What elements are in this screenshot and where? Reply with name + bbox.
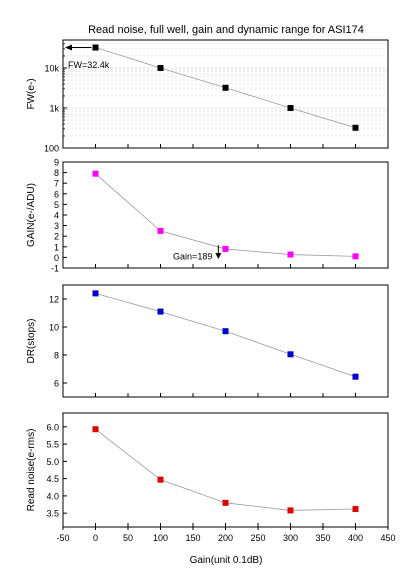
panel-frame xyxy=(62,412,389,528)
data-point xyxy=(287,507,294,514)
x-tick-label: 400 xyxy=(348,533,363,543)
x-tick-label: 300 xyxy=(283,533,298,543)
y-axis-label: DR(stops) xyxy=(26,318,37,363)
data-point xyxy=(287,251,294,258)
x-axis: -50 0 50 100 150 200 250 300 350 400 450 xyxy=(56,527,396,543)
y-tick-label: 5 xyxy=(54,200,59,210)
y-tick-label: 100 xyxy=(44,144,59,154)
panel-frame xyxy=(62,284,389,398)
data-point xyxy=(352,253,359,260)
chart-title: Read noise, full well, gain and dynamic … xyxy=(88,24,364,36)
y-tick-label: 8 xyxy=(54,168,59,178)
y-axis-label: GAIN(e-/ADU) xyxy=(26,183,37,247)
x-tick-label: 450 xyxy=(380,533,395,543)
y-tick-label: 6.0 xyxy=(46,422,59,432)
data-point xyxy=(287,351,294,358)
x-axis-label: Gain(unit 0.1dB) xyxy=(190,555,263,566)
data-point xyxy=(92,426,99,433)
y-tick-label: 0 xyxy=(54,253,59,263)
data-point xyxy=(222,84,229,91)
arrow-head xyxy=(65,44,72,51)
x-tick-label: 50 xyxy=(123,533,133,543)
y-tick-label: 3 xyxy=(54,221,59,231)
y-tick-label: 12 xyxy=(49,295,59,305)
y-tick-label: 6 xyxy=(54,379,59,389)
data-point xyxy=(92,170,99,177)
arrow-head xyxy=(215,252,222,259)
y-axis-label: FW(e-) xyxy=(26,78,37,109)
series-line xyxy=(95,428,356,511)
x-tick-label: 100 xyxy=(153,533,168,543)
y-tick-label: 8 xyxy=(54,351,59,361)
data-point xyxy=(92,290,99,297)
y-tick-label: 3.5 xyxy=(46,509,59,519)
data-point xyxy=(222,328,229,335)
data-point xyxy=(157,476,164,483)
y-tick-label: 4.5 xyxy=(46,474,59,484)
data-point xyxy=(352,124,359,131)
y-tick-label: 9 xyxy=(54,158,59,168)
x-tick-label: 200 xyxy=(218,533,233,543)
y-tick-label: 5.0 xyxy=(46,457,59,467)
data-point xyxy=(92,44,99,51)
x-tick-label: 0 xyxy=(93,533,98,543)
data-point xyxy=(222,245,229,252)
series-line xyxy=(95,173,356,257)
panel-3: 6 8 10 12 DR(stops) xyxy=(26,284,389,398)
panel-frame xyxy=(62,161,389,269)
x-tick-label: -50 xyxy=(56,533,69,543)
annotation-label: FW=32.4k xyxy=(68,60,110,70)
y-tick-label: 1 xyxy=(54,242,59,252)
data-point xyxy=(157,227,164,234)
y-tick-label: -1 xyxy=(51,264,59,274)
y-tick-label: 2 xyxy=(54,232,59,242)
annotation-label: Gain=189 xyxy=(173,251,212,261)
data-point xyxy=(222,499,229,506)
y-tick-label: 4.0 xyxy=(46,491,59,501)
y-tick-label: 10k xyxy=(44,63,59,73)
panel-1: 100 1k 10k FW(e-) FW=32.4k xyxy=(26,39,389,154)
y-tick-label: 1k xyxy=(49,103,59,113)
y-axis-label: Read noise(e-rms) xyxy=(26,429,37,512)
series-line xyxy=(95,293,356,378)
data-point xyxy=(157,308,164,315)
y-tick-label: 5.5 xyxy=(46,440,59,450)
data-point xyxy=(352,373,359,380)
data-point xyxy=(157,64,164,71)
y-tick-label: 7 xyxy=(54,179,59,189)
x-tick-label: 150 xyxy=(185,533,200,543)
data-point xyxy=(352,506,359,513)
x-tick-label: 350 xyxy=(315,533,330,543)
panel-4: 3.5 4.0 4.5 5.0 5.5 6.0 Read noise(e-rms) xyxy=(26,412,389,528)
panels: 1001k10kFW(e-)FW=32.4k-10123456789GAIN(e… xyxy=(26,39,389,528)
data-point xyxy=(287,104,294,111)
y-tick-label: 10 xyxy=(49,323,59,333)
y-tick-label: 6 xyxy=(54,189,59,199)
y-tick-label: 4 xyxy=(54,211,59,221)
x-tick-label: 250 xyxy=(250,533,265,543)
